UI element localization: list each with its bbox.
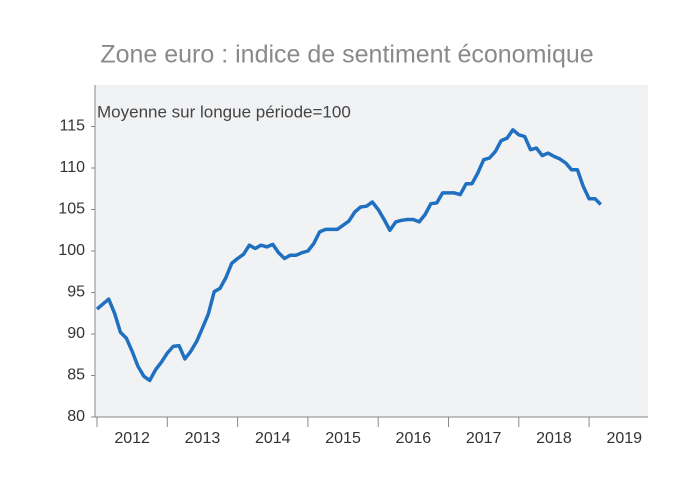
y-tick-label: 85 [67,367,85,384]
x-tick-label: 2017 [466,430,502,447]
y-tick-label: 100 [58,242,85,259]
y-tick-label: 90 [67,325,85,342]
x-tick-label: 2013 [185,430,221,447]
y-tick-label: 95 [67,284,85,301]
x-tick-label: 2014 [255,430,291,447]
y-tick-label: 110 [59,159,85,176]
y-tick-label: 105 [58,201,85,218]
plot-layer: 80 85 90 95 100 105 110 115 2012 2013 2014 2015 2016… [58,85,648,447]
data-line [95,128,603,383]
x-tick-label: 2016 [396,430,432,447]
x-tick-label: 2015 [325,430,361,447]
plot-area [95,85,648,417]
x-tick-label: 2018 [536,430,572,447]
x-tick-label: 2019 [606,430,642,447]
y-tick-label: 80 [67,408,85,425]
y-tick-label: 115 [59,118,85,135]
chart-title: Zone euro : indice de sentiment économiq… [100,41,593,69]
chart-subtitle: Moyenne sur longue période=100 [97,102,351,121]
x-tick-label: 2012 [114,430,150,447]
